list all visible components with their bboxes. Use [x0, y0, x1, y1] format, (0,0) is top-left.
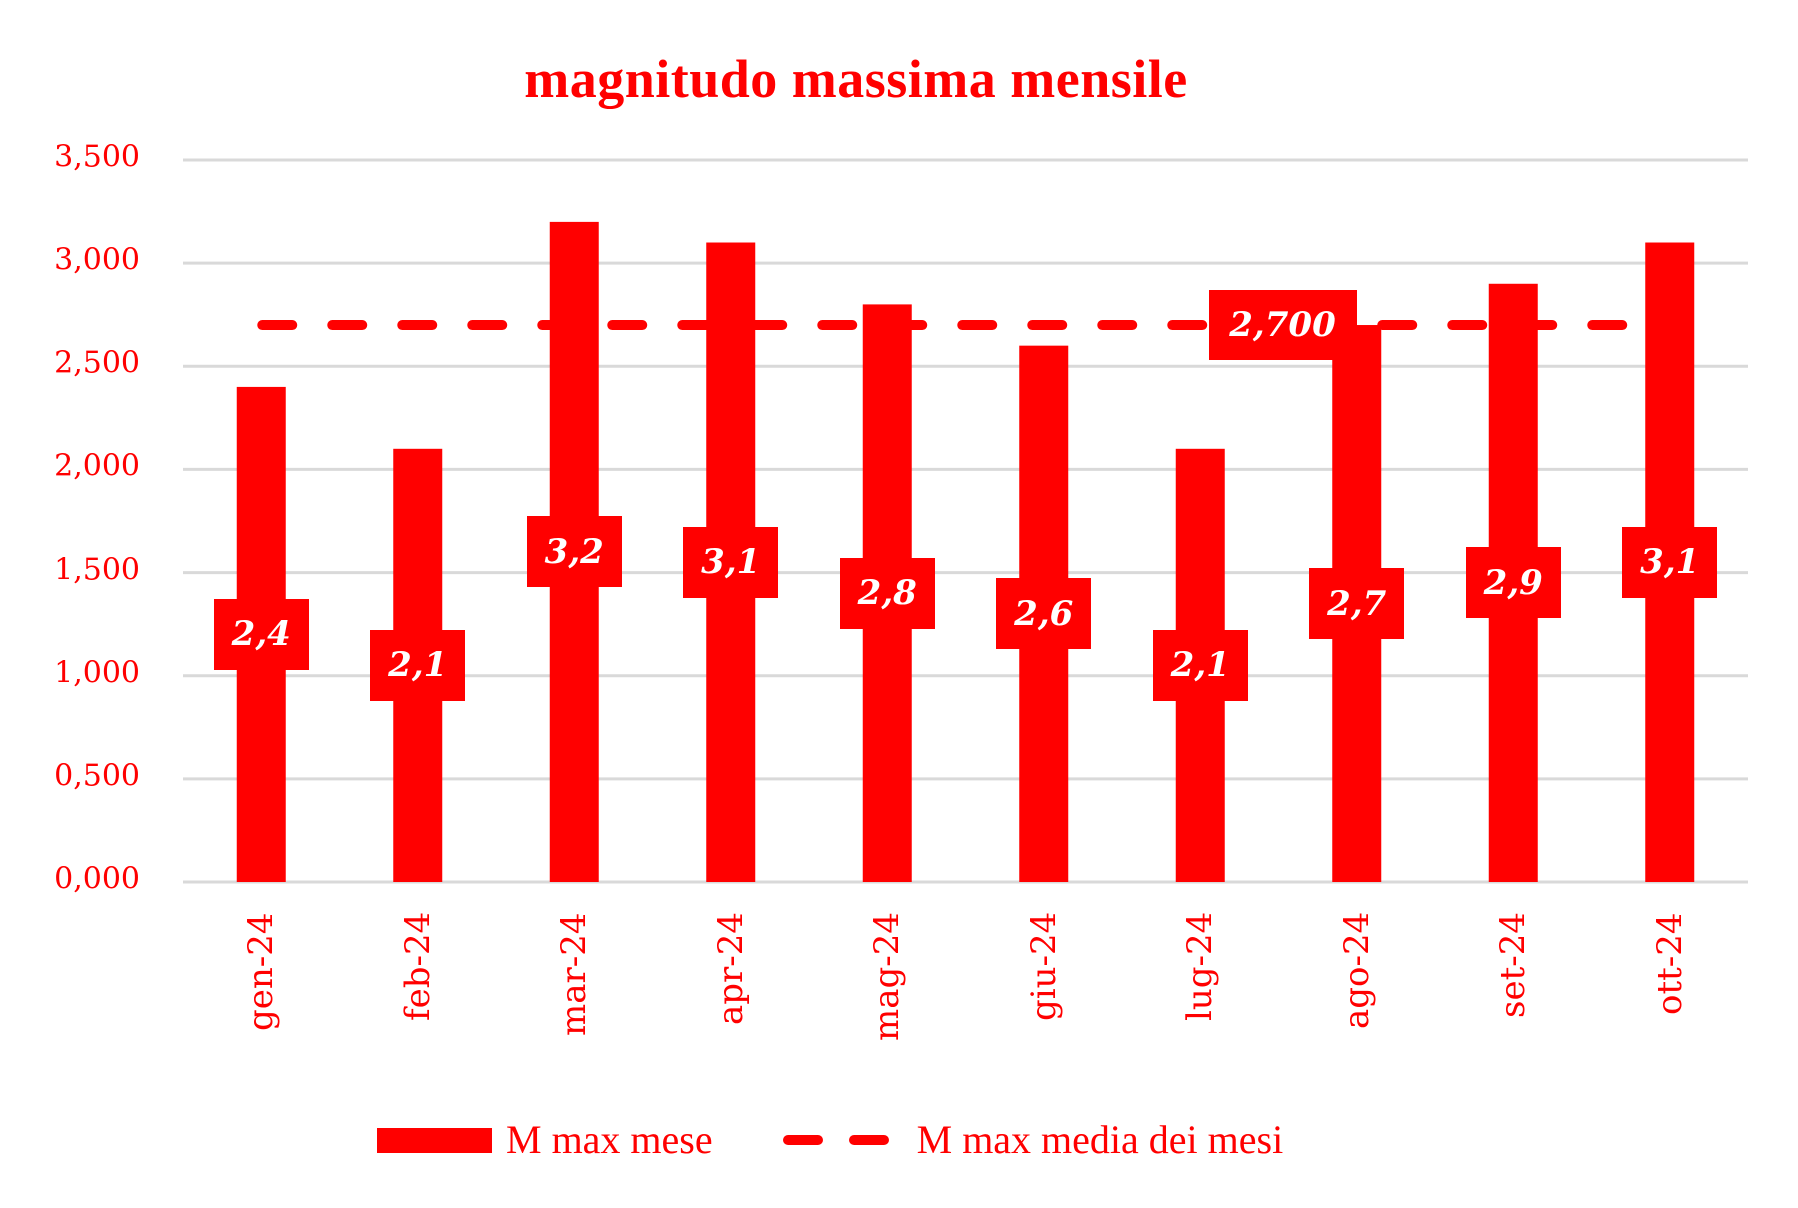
x-tick-label: ott-24	[1649, 912, 1690, 1015]
bar-data-label: 2,9	[1465, 547, 1561, 619]
x-tick-label: ago-24	[1336, 911, 1377, 1029]
legend-label-line: M max media dei mesi	[916, 1117, 1284, 1162]
bar-data-label: 3,1	[683, 526, 779, 598]
x-tick-label: apr-24	[710, 911, 751, 1025]
y-tick-label: 2,000	[54, 449, 140, 485]
bar-data-label: 2,1	[370, 629, 466, 701]
x-tick-label: mag-24	[867, 911, 908, 1041]
bar-data-label: 2,6	[996, 578, 1092, 650]
x-tick-label: giu-24	[1023, 911, 1064, 1021]
legend-item-bar[interactable]: M max mese	[377, 1120, 713, 1160]
bar-data-label: 2,1	[1152, 629, 1248, 701]
bar-data-label: 2,7	[1309, 568, 1405, 639]
bar-data-label: 3,1	[1622, 526, 1718, 598]
bar-swatch-icon	[377, 1127, 492, 1153]
dashed-line-swatch-icon	[782, 1135, 893, 1145]
x-tick-label: feb-24	[397, 911, 438, 1021]
bar-data-label: 2,8	[839, 557, 935, 629]
average-data-label: 2,700	[1208, 290, 1357, 361]
y-tick-label: 0,500	[54, 758, 140, 794]
y-tick-label: 1,000	[54, 655, 140, 691]
legend-label-bar: M max mese	[506, 1117, 713, 1162]
legend-item-line[interactable]: M max media dei mesi	[782, 1117, 1284, 1162]
y-tick-label: 3,500	[54, 139, 140, 175]
x-tick-label: mar-24	[554, 912, 595, 1036]
x-tick-label: set-24	[1493, 912, 1534, 1018]
y-tick-label: 1,500	[54, 552, 140, 588]
x-tick-label: lug-24	[1180, 911, 1221, 1021]
y-tick-label: 3,000	[54, 242, 140, 278]
bar-data-label: 2,4	[213, 598, 309, 670]
y-tick-label: 2,500	[54, 345, 140, 381]
y-tick-label: 0,000	[54, 861, 140, 897]
x-tick-label: gen-24	[241, 912, 282, 1031]
chart-title: magnitudo massima mensile	[524, 49, 1188, 109]
legend: M max mese M max media dei mesi	[377, 1118, 1353, 1162]
bar-data-label: 3,2	[526, 516, 622, 588]
